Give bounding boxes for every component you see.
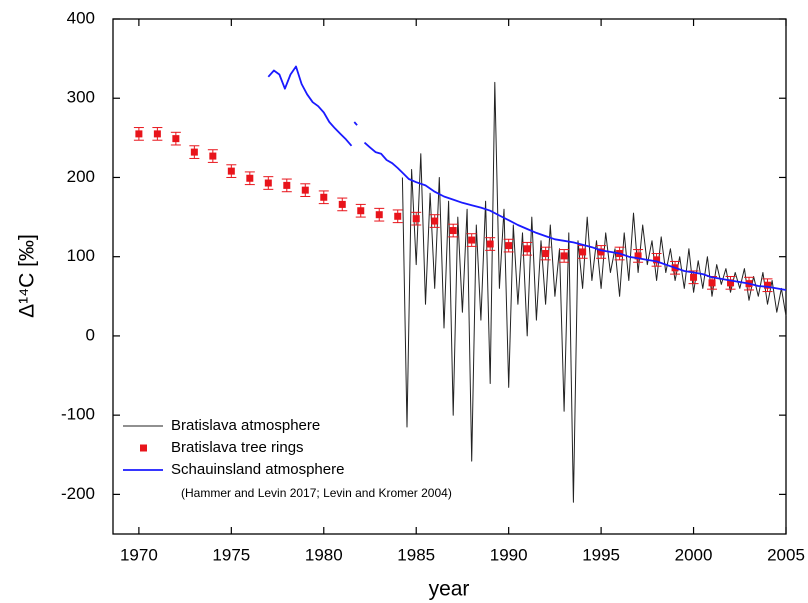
x-tick-label: 1970 — [120, 545, 158, 564]
legend-label: Bratislava atmosphere — [171, 417, 320, 434]
series-line — [401, 81, 787, 503]
x-tick-label: 1995 — [582, 545, 620, 564]
y-tick-label: 400 — [67, 8, 95, 27]
y-tick-label: 300 — [67, 88, 95, 107]
data-point — [172, 135, 180, 143]
data-point — [357, 207, 365, 215]
data-point — [560, 252, 568, 260]
data-point — [505, 242, 513, 250]
data-point — [764, 281, 772, 289]
x-tick-label: 1980 — [305, 545, 343, 564]
data-point — [449, 227, 457, 235]
data-point — [375, 211, 383, 219]
y-tick-label: -200 — [61, 484, 95, 503]
x-tick-label: 2000 — [675, 545, 713, 564]
data-point — [690, 273, 698, 281]
data-point — [597, 248, 605, 256]
data-point — [264, 179, 272, 187]
data-point — [431, 217, 439, 225]
annotation: (Hammer and Levin 2017; Levin and Kromer… — [181, 486, 452, 500]
legend-label: Schauinsland atmosphere — [171, 461, 344, 478]
x-axis-label: year — [429, 578, 470, 601]
data-point — [135, 130, 143, 138]
y-axis-label: Δ¹⁴C [‰] — [16, 234, 39, 318]
data-point — [727, 279, 735, 287]
data-point — [301, 186, 309, 194]
data-point — [542, 250, 550, 258]
data-point — [320, 193, 328, 201]
data-point — [227, 167, 235, 175]
data-point — [246, 174, 254, 182]
data-point — [283, 181, 291, 189]
data-point — [209, 152, 217, 160]
data-point — [486, 240, 494, 248]
x-tick-label: 1985 — [397, 545, 435, 564]
x-tick-label: 1990 — [490, 545, 528, 564]
data-point — [579, 248, 587, 256]
legend-swatch — [140, 444, 147, 452]
data-point — [523, 245, 531, 253]
data-point — [338, 200, 346, 208]
data-point — [412, 215, 420, 223]
plot-frame — [112, 18, 787, 535]
data-point — [634, 252, 642, 260]
legend-label: Bratislava tree rings — [171, 439, 304, 456]
data-point — [190, 148, 198, 156]
y-tick-label: 200 — [67, 167, 95, 186]
data-point — [153, 130, 161, 138]
series-line — [267, 65, 787, 291]
data-point — [708, 279, 716, 287]
data-point — [394, 212, 402, 220]
data-point — [468, 236, 476, 244]
x-tick-label: 1975 — [212, 545, 250, 564]
data-point — [653, 256, 661, 264]
y-tick-label: 0 — [86, 325, 95, 344]
x-tick-label: 2005 — [767, 545, 805, 564]
y-tick-label: 100 — [67, 246, 95, 265]
y-tick-label: -100 — [61, 405, 95, 424]
